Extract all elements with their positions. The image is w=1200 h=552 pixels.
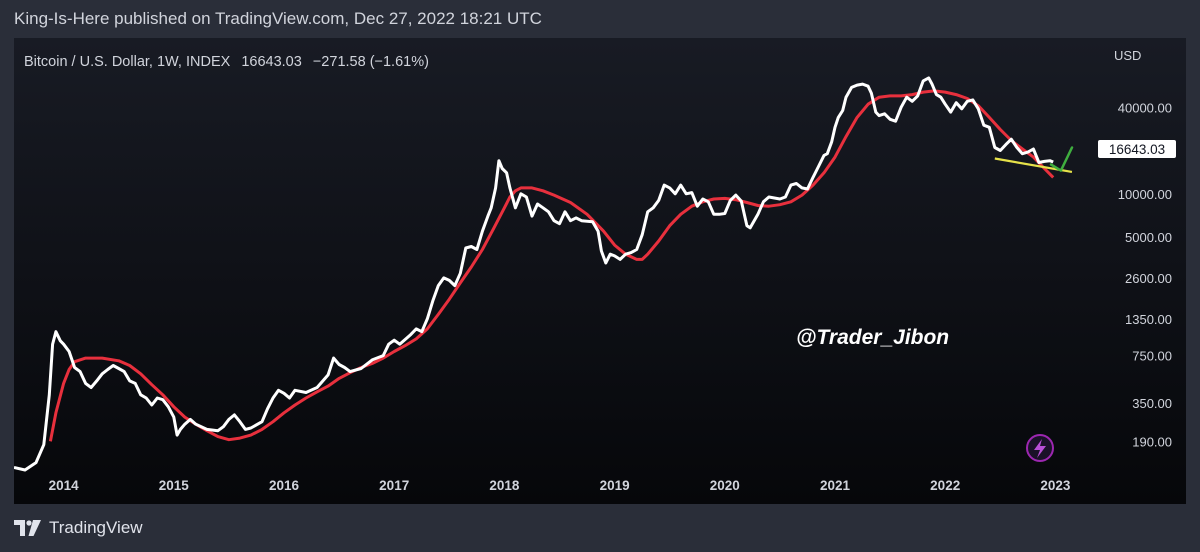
last-price-label: 16643.03 [1098, 140, 1176, 158]
moving-average-line [48, 89, 1055, 442]
x-tick-label: 2023 [1040, 478, 1071, 493]
currency-label: USD [1114, 48, 1141, 63]
legend-title: Bitcoin / U.S. Dollar, 1W, INDEX [24, 54, 231, 70]
x-tick-label: 2017 [379, 478, 409, 493]
x-tick-label: 2021 [820, 478, 851, 493]
publisher-bar: King-Is-Here published on TradingView.co… [0, 0, 1200, 38]
last-price-label-text: 16643.03 [1109, 142, 1165, 157]
y-tick-label: 40000.00 [1118, 100, 1172, 115]
watermark-text: @Trader_Jibon [796, 326, 949, 349]
y-tick-label: 1350.00 [1125, 312, 1172, 327]
x-tick-label: 2022 [930, 478, 960, 493]
tradingview-logo-icon [14, 520, 41, 536]
price-line [14, 76, 1054, 472]
brand-name: TradingView [49, 518, 143, 537]
y-tick-label: 750.00 [1132, 349, 1172, 364]
chart-panel[interactable]: 2014 2015 2016 2017 2018 2019 2020 2021 2022 2023… [14, 38, 1186, 504]
check-mark-annotation [1049, 146, 1074, 172]
last-price-label-bg [1098, 140, 1176, 158]
lightning-icon[interactable] [1026, 434, 1054, 462]
price-chart[interactable]: 2014 2015 2016 2017 2018 2019 2020 2021 2022 2023… [14, 38, 1186, 504]
footer-bar: TradingView [0, 504, 1200, 552]
publisher-text: King-Is-Here published on TradingView.co… [14, 9, 542, 28]
legend-change: −271.58 (−1.61%) [313, 54, 429, 70]
x-tick-label: 2018 [489, 478, 520, 493]
legend-last-price: 16643.03 [241, 54, 301, 70]
y-tick-label: 10000.00 [1118, 187, 1172, 202]
x-tick-label: 2014 [49, 478, 80, 493]
y-tick-label: 5000.00 [1125, 230, 1172, 245]
x-tick-label: 2015 [159, 478, 190, 493]
tradingview-logo[interactable]: TradingView [14, 518, 143, 538]
x-tick-label: 2016 [269, 478, 300, 493]
chart-background [14, 38, 1186, 504]
symbol-legend: Bitcoin / U.S. Dollar, 1W, INDEX 16643.0… [24, 54, 429, 70]
x-tick-label: 2020 [710, 478, 740, 493]
y-tick-label: 190.00 [1132, 434, 1172, 449]
x-tick-label: 2019 [600, 478, 630, 493]
y-tick-label: 2600.00 [1125, 271, 1172, 286]
y-tick-label: 350.00 [1132, 396, 1172, 411]
